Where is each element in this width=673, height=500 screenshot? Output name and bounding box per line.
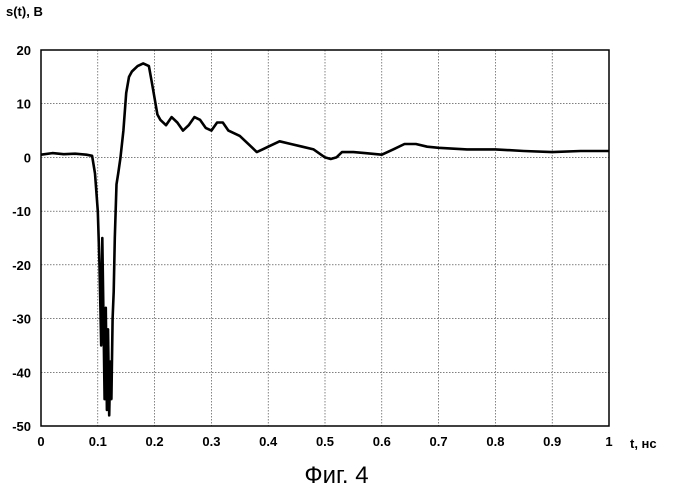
x-tick-label: 0.6	[373, 434, 391, 449]
y-tick-label: 20	[17, 43, 31, 58]
x-tick-label: 0.9	[543, 434, 561, 449]
y-tick-label: 0	[24, 150, 31, 165]
x-tick-label: 0.1	[89, 434, 107, 449]
x-tick-label: 0.2	[146, 434, 164, 449]
x-tick-label: 0.7	[430, 434, 448, 449]
x-tick-label: 0	[37, 434, 44, 449]
x-tick-label: 1	[605, 434, 612, 449]
x-tick-label: 0.8	[486, 434, 504, 449]
y-tick-label: 10	[17, 97, 31, 112]
y-axis-title: s(t), В	[6, 4, 43, 19]
figure-caption: Фиг. 4	[0, 462, 673, 490]
y-tick-label: -10	[12, 204, 31, 219]
x-tick-label: 0.4	[259, 434, 278, 449]
y-tick-label: -40	[12, 365, 31, 380]
x-tick-labels: 0 0.1 0.2 0.3 0.4 0.5 0.6 0.7 0.8 0.9 1	[37, 434, 612, 449]
x-axis-title: t, нс	[630, 436, 657, 451]
y-tick-label: -50	[12, 419, 31, 434]
x-tick-label: 0.3	[202, 434, 220, 449]
x-tick-label: 0.5	[316, 434, 334, 449]
y-tick-labels: 20 10 0 -10 -20 -30 -40 -50	[12, 43, 31, 434]
y-tick-label: -20	[12, 258, 31, 273]
y-tick-label: -30	[12, 312, 31, 327]
